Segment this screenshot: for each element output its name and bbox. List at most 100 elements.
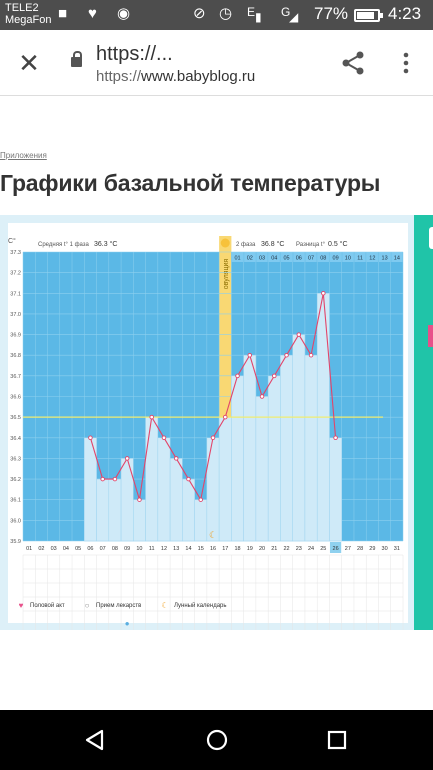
cycle-day-label: 07 [100, 546, 106, 552]
y-tick-label: 37.0 [10, 312, 21, 318]
heart-icon: ♥ [88, 5, 97, 22]
cycle-header-cell [354, 252, 366, 262]
temperature-bar [280, 354, 293, 542]
temperature-point [235, 373, 240, 379]
cycle-day-label: 18 [234, 546, 240, 552]
legend-item-medication: Прием лекарств [96, 603, 141, 609]
status-bar: TELE2 MegaFon ■ ♥ ◉ ⊘ ◷ E ▮ G ◢ 77% 4:23 [0, 0, 433, 30]
y-axis-unit: С° [8, 237, 16, 245]
temperature-point [259, 394, 265, 399]
page-heading: Графики базальной температуры [0, 170, 381, 196]
signal-icon: ▮ [255, 10, 262, 24]
diff-value: 0.5 °C [328, 240, 348, 248]
temperature-point [308, 352, 314, 358]
legend-icon-moon-calendar: ☾ [161, 601, 168, 610]
temperature-point [333, 435, 338, 441]
cycle-header-cell [391, 252, 403, 262]
cycle-day-label: 04 [63, 546, 69, 552]
y-tick-label: 36.1 [10, 498, 21, 504]
cycle-header-cell [256, 252, 268, 262]
temperature-bar [329, 437, 342, 542]
navigation-bar [0, 710, 433, 770]
y-tick-label: 36.3 [10, 456, 21, 462]
temperature-bar [108, 478, 122, 542]
cycle-day-label: 17 [222, 546, 228, 552]
cycle-header-label: 09 [333, 256, 339, 262]
cycle-day-label: 09 [124, 546, 130, 552]
legend-icon-intercourse: ♥ [19, 601, 24, 610]
cycle-day-label: 25 [320, 546, 326, 552]
cycle-header-cell [366, 252, 378, 262]
recents-icon[interactable] [325, 728, 349, 752]
share-icon[interactable] [340, 50, 366, 76]
cycle-day-label: 22 [283, 546, 289, 552]
y-tick-label: 35.9 [10, 539, 21, 545]
close-icon[interactable]: ✕ [18, 48, 40, 78]
cycle-day-label: 02 [38, 546, 44, 552]
signal-icon-2: ◢ [289, 10, 299, 24]
temperature-point [100, 476, 105, 482]
cycle-header-cell [342, 252, 354, 262]
y-tick-label: 36.6 [10, 395, 21, 401]
side-panel-tab[interactable] [429, 227, 433, 249]
y-tick-label: 36.5 [10, 415, 21, 421]
message-icon: ■ [58, 5, 68, 22]
legend-item-intercourse: Половой акт [30, 602, 65, 609]
y-tick-label: 36.2 [10, 477, 21, 483]
temperature-bar [133, 499, 146, 542]
more-icon[interactable] [398, 50, 414, 76]
cycle-day-label: 26 [333, 546, 339, 552]
cycle-header-label: 14 [394, 256, 400, 262]
y-tick-label: 36.7 [10, 374, 21, 380]
bbt-chart: С° Средняя t° 1 фаза 36.3 °C 2 фаза 36.8 °C Р… [8, 223, 408, 708]
cycle-header-cell [317, 252, 329, 262]
url-text[interactable]: https://www.babyblog.ru [96, 68, 255, 86]
temperature-point [210, 435, 216, 441]
temperature-bar [157, 437, 171, 542]
page-title[interactable]: https://... [96, 43, 173, 65]
temperature-point [321, 291, 326, 296]
temperature-bar [96, 478, 110, 542]
temperature-point [186, 476, 191, 482]
back-icon[interactable] [84, 728, 108, 752]
temperature-bar [194, 499, 208, 542]
y-tick-label: 36.4 [10, 436, 21, 442]
cycle-day-label: 12 [161, 546, 167, 552]
cycle-header-cell [378, 252, 391, 262]
temperature-point [296, 332, 302, 337]
cycle-header-label: 05 [283, 256, 289, 262]
cycle-day-label: 23 [296, 546, 302, 552]
cycle-day-label: 01 [26, 546, 32, 552]
y-tick-label: 37.3 [10, 250, 21, 256]
temperature-point [173, 456, 179, 461]
temperature-point [161, 435, 167, 441]
temperature-bar [169, 458, 183, 542]
battery-percent: 77% [314, 4, 349, 23]
signal-label-2: G [281, 5, 291, 19]
temperature-point [247, 352, 253, 358]
alarm-icon: ◷ [219, 5, 233, 22]
temperature-point [112, 476, 118, 482]
cycle-day-label: 24 [308, 546, 314, 552]
temperature-point [88, 435, 93, 441]
temperature-point [149, 414, 154, 420]
mute-icon: ⊘ [193, 5, 206, 22]
legend-item-moon-calendar: Лунный календарь [174, 602, 227, 609]
home-icon[interactable] [205, 728, 229, 752]
side-panel[interactable] [414, 215, 433, 630]
cycle-header-label: 02 [247, 256, 253, 262]
y-tick-label: 36.9 [10, 333, 21, 339]
cycle-header-label: 04 [271, 256, 277, 262]
cycle-header-label: 01 [234, 256, 240, 262]
breadcrumb[interactable]: Приложения [0, 151, 47, 160]
moon-icon: ☾ [209, 530, 217, 540]
cycle-day-label: 10 [136, 546, 142, 552]
cycle-day-label: 29 [369, 546, 375, 552]
y-tick-label: 37.2 [10, 271, 21, 277]
cycle-day-label: 27 [345, 546, 351, 552]
temperature-point [223, 414, 228, 420]
temperature-bar [267, 375, 281, 542]
y-tick-label: 36.0 [10, 518, 21, 524]
cycle-header-cell [329, 252, 342, 262]
